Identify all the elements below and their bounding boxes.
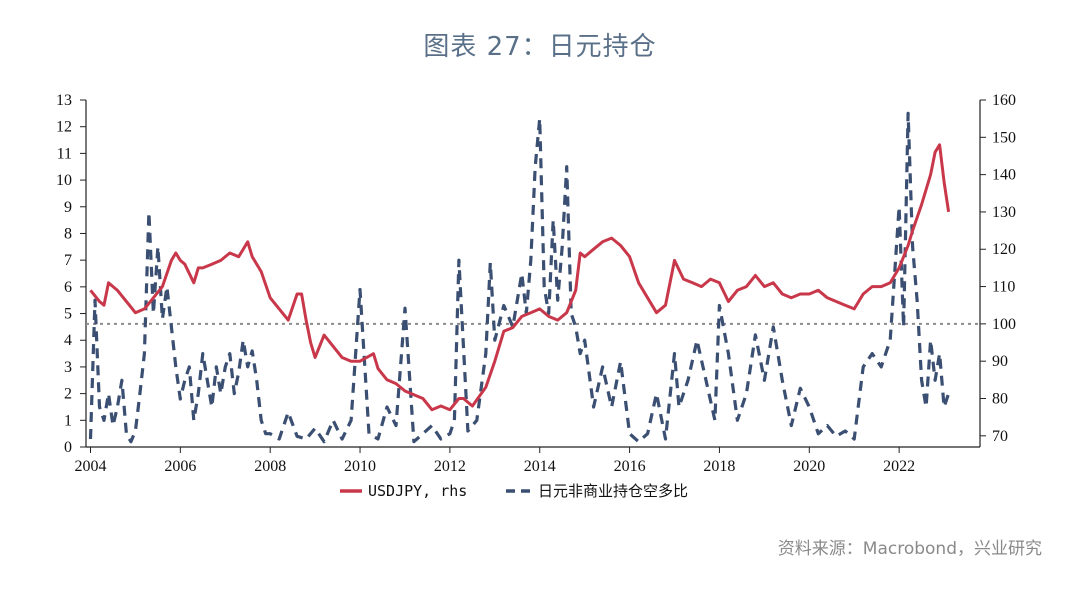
x-tick-label: 2004	[74, 458, 106, 475]
left-tick-label: 10	[56, 172, 72, 189]
right-tick-label: 100	[992, 316, 1016, 333]
legend-label-positions: 日元非商业持仓空多比	[538, 482, 688, 500]
chart-title: 图表 27：日元持仓	[423, 32, 657, 62]
x-tick-label: 2010	[344, 458, 376, 475]
right-tick-label: 140	[992, 167, 1016, 184]
left-tick-label: 0	[64, 439, 72, 456]
x-tick-label: 2022	[883, 458, 915, 475]
right-tick-label: 110	[992, 279, 1015, 296]
x-tick-label: 2018	[703, 458, 735, 475]
right-tick-label: 90	[992, 353, 1008, 370]
left-tick-label: 5	[64, 306, 72, 323]
left-tick-label: 9	[64, 199, 72, 216]
right-tick-label: 80	[992, 390, 1008, 407]
x-tick-label: 2008	[254, 458, 286, 475]
right-tick-label: 150	[992, 129, 1016, 146]
right-tick-label: 120	[992, 241, 1016, 258]
x-tick-label: 2014	[524, 458, 556, 475]
right-tick-label: 70	[992, 428, 1008, 445]
source-note: 资料来源：Macrobond，兴业研究	[777, 539, 1042, 559]
x-tick-label: 2020	[793, 458, 825, 475]
x-tick-label: 2012	[434, 458, 466, 475]
x-tick-label: 2006	[164, 458, 196, 475]
x-tick-label: 2016	[614, 458, 646, 475]
left-tick-label: 13	[56, 92, 72, 109]
left-tick-label: 12	[56, 119, 72, 136]
left-tick-label: 7	[64, 252, 72, 269]
left-tick-label: 4	[64, 332, 72, 349]
left-tick-label: 8	[64, 225, 72, 242]
left-tick-label: 2	[64, 386, 72, 403]
left-tick-label: 1	[64, 412, 72, 429]
left-tick-label: 6	[64, 279, 72, 296]
right-tick-label: 160	[992, 92, 1016, 109]
series-line-usdjpy	[89, 143, 951, 412]
legend-label-usdjpy: USDJPY, rhs	[368, 482, 467, 500]
left-tick-label: 3	[64, 359, 72, 376]
left-tick-label: 11	[57, 145, 72, 162]
right-tick-label: 130	[992, 204, 1016, 221]
series-line-positions	[88, 111, 951, 444]
